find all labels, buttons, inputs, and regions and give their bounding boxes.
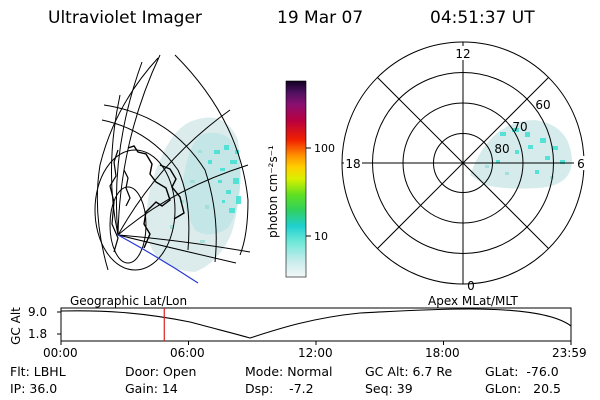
title: Ultraviolet Imager <box>48 8 202 28</box>
glat-value: GLat: -76.0 <box>485 364 559 379</box>
altitude-curve <box>60 308 572 339</box>
door-value: Door: Open <box>125 364 197 379</box>
y-tick-1.8: 1.8 <box>28 327 48 341</box>
colorbar-unit-label: photon cm⁻²s⁻¹ <box>266 145 280 238</box>
mlt-label-12: 12 <box>455 47 470 61</box>
glon-value: GLon: 20.5 <box>485 381 561 396</box>
polar-image <box>470 120 572 189</box>
mlt-label-6: 6 <box>577 157 585 171</box>
colorbar-tick-10: 10 <box>314 230 328 243</box>
geographic-label: Geographic Lat/Lon <box>70 294 188 308</box>
seq-value: Seq: 39 <box>365 381 413 396</box>
aurora-speckles-left <box>208 145 241 213</box>
lat-label-70: 70 <box>512 120 527 134</box>
x-tick-1200: 12:00 <box>298 346 333 360</box>
ip-value: IP: 36.0 <box>10 381 58 396</box>
mode-value: Mode: Normal <box>245 364 333 379</box>
gc-alt-axis-title: GC Alt <box>9 307 23 345</box>
colorbar-tick-100: 100 <box>314 142 335 155</box>
mlt-label-0: 0 <box>467 279 475 293</box>
gain-value: Gain: 14 <box>125 381 178 396</box>
x-tick-0000: 00:00 <box>43 346 78 360</box>
geographic-image <box>146 117 241 272</box>
dsp-value: Dsp: -7.2 <box>245 381 314 396</box>
y-tick-9: 9.0 <box>28 305 48 319</box>
apex-label: Apex MLat/MLT <box>428 294 518 308</box>
gc-alt-value: GC Alt: 6.7 Re <box>365 364 453 379</box>
color-scale-bar <box>285 80 307 278</box>
x-tick-1800: 18:00 <box>425 346 460 360</box>
x-tick-2359: 23:59 <box>552 346 587 360</box>
orbit-track <box>117 234 199 284</box>
timeline-ticks <box>60 341 572 345</box>
geographic-grid <box>94 54 251 271</box>
timeline-frame <box>60 307 572 342</box>
lat-label-80: 80 <box>494 142 509 156</box>
lat-label-60: 60 <box>535 98 550 112</box>
time-label: 04:51:37 UT <box>430 8 535 28</box>
mlt-label-18: 18 <box>345 157 360 171</box>
polar-grid <box>341 41 585 285</box>
date-label: 19 Mar 07 <box>277 8 364 28</box>
filter-value: Flt: LBHL <box>10 364 66 379</box>
x-tick-0600: 06:00 <box>170 346 205 360</box>
